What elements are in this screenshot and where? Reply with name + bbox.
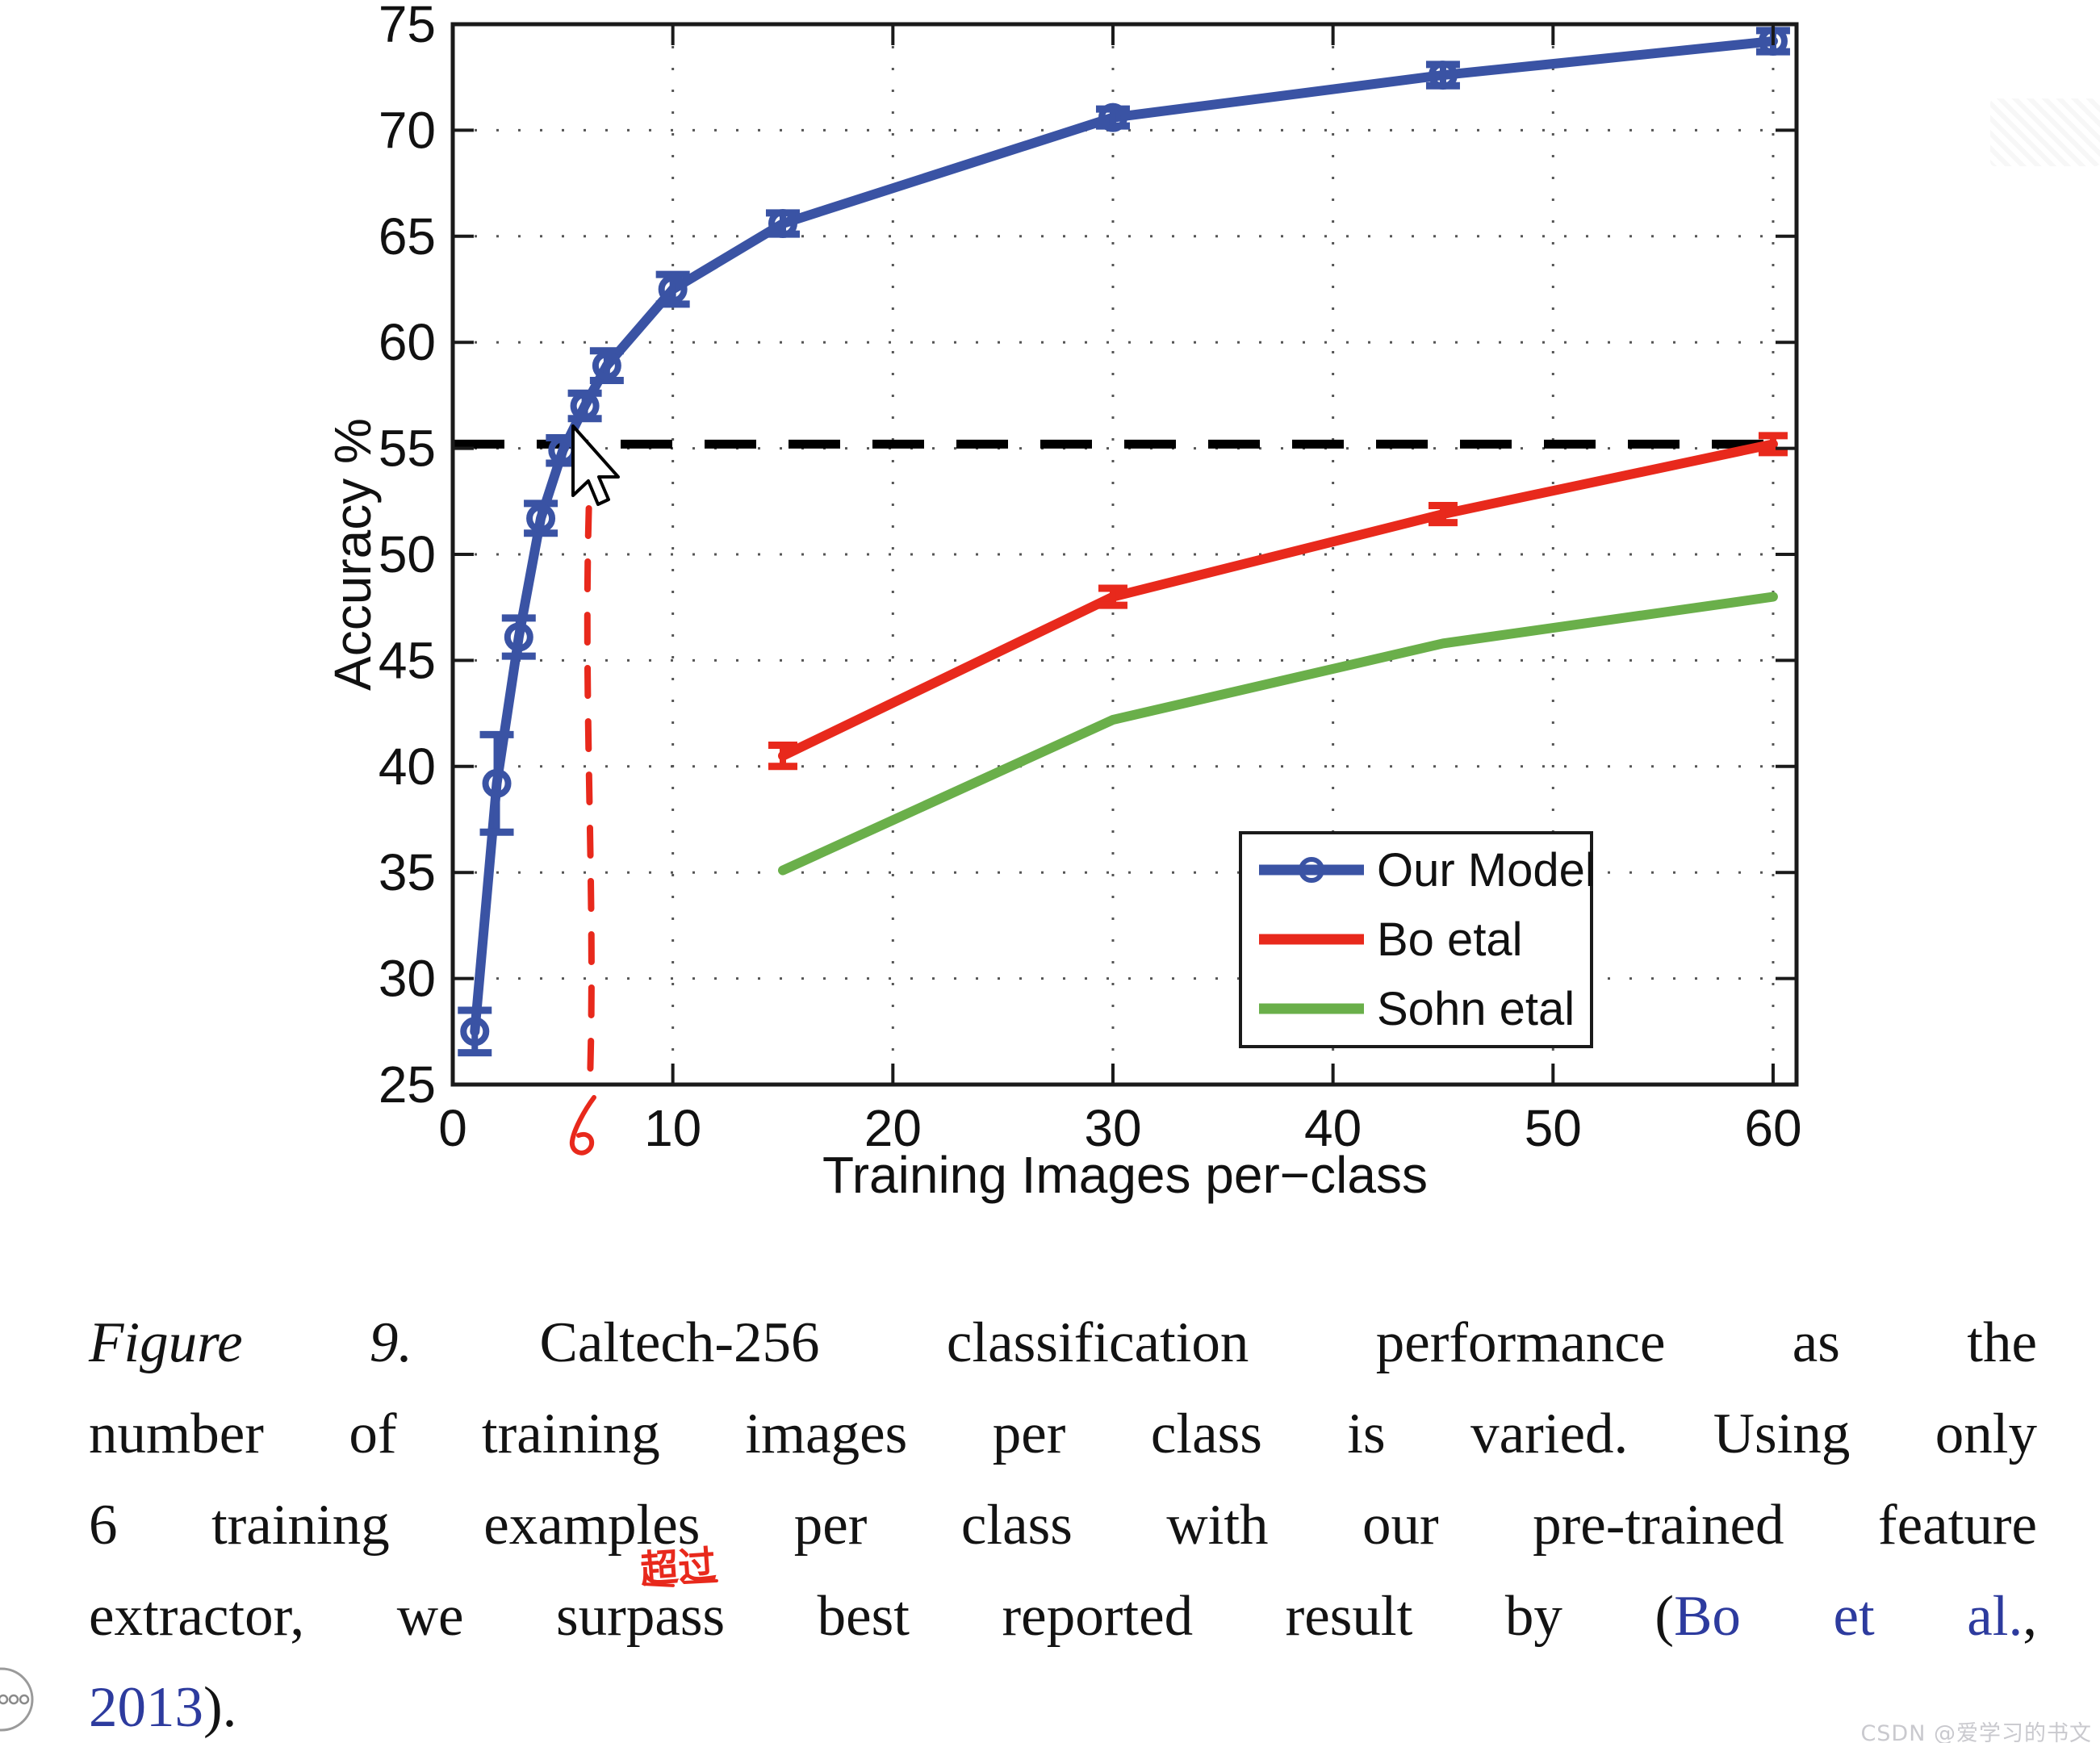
data-point-marker bbox=[570, 391, 600, 421]
data-point-marker bbox=[768, 209, 797, 239]
caption-line: number of training images per class is v… bbox=[89, 1389, 2037, 1480]
data-point-marker bbox=[1428, 61, 1458, 90]
player-dots-icon bbox=[0, 1694, 30, 1705]
legend-label: Sohn etal bbox=[1377, 983, 1575, 1035]
player-button[interactable] bbox=[0, 1664, 73, 1741]
caption-text: ). bbox=[203, 1676, 237, 1739]
legend-label: Bo etal bbox=[1377, 913, 1523, 966]
x-tick-label: 20 bbox=[864, 1099, 922, 1157]
legend-marker bbox=[1299, 857, 1324, 883]
y-tick-label: 65 bbox=[379, 207, 436, 265]
series-sohn-etal bbox=[777, 591, 1778, 876]
legend: Our Model Bo etal Sohn etal bbox=[1239, 831, 1596, 1048]
citation-link[interactable]: Bo et al. bbox=[1674, 1585, 2023, 1648]
plot-frame bbox=[450, 22, 1799, 1087]
citation-link[interactable]: 2013 bbox=[89, 1676, 203, 1739]
series-line bbox=[777, 591, 1778, 876]
y-tick-label: 45 bbox=[379, 631, 436, 689]
y-tick-label: 50 bbox=[379, 525, 436, 583]
caption-line: 2013). bbox=[89, 1662, 2037, 1743]
ghost-watermark bbox=[1990, 98, 2100, 166]
caption-text: number of training images per class is v… bbox=[89, 1402, 2037, 1465]
y-tick-label: 30 bbox=[379, 950, 436, 1008]
y-axis-label: Accuracy % bbox=[324, 418, 382, 691]
data-point-marker bbox=[504, 622, 533, 652]
caption-line: extractor, we surpass best reported resu… bbox=[89, 1571, 2037, 1662]
y-tick-label: 70 bbox=[379, 101, 436, 159]
data-point-marker bbox=[460, 1017, 490, 1047]
y-tick-label: 25 bbox=[379, 1055, 436, 1114]
caption-text: extractor, we surpass best reported resu… bbox=[89, 1585, 1675, 1648]
x-tick-label: 10 bbox=[644, 1099, 701, 1157]
data-point-marker bbox=[1098, 102, 1127, 132]
player-button-circle[interactable] bbox=[0, 1667, 34, 1732]
x-tick-label: 50 bbox=[1525, 1099, 1582, 1157]
csdn-watermark: CSDN @爱学习的书文 bbox=[1860, 1721, 2092, 1743]
hand-dashed-line bbox=[584, 505, 595, 1094]
x-tick-label: 60 bbox=[1744, 1099, 1801, 1157]
player-dot bbox=[0, 1694, 9, 1705]
caption-line: Figure 9. Caltech-256 classification per… bbox=[89, 1298, 2037, 1389]
series-line bbox=[470, 36, 1778, 1037]
data-point-marker bbox=[658, 274, 688, 304]
mouse-cursor bbox=[571, 424, 620, 506]
figure-caption: Figure 9. Caltech-256 classification per… bbox=[89, 1298, 2037, 1743]
data-point-marker bbox=[592, 351, 621, 381]
y-tick-label: 60 bbox=[379, 313, 436, 371]
y-tick-label: 55 bbox=[379, 420, 436, 478]
y-tick-label: 35 bbox=[379, 843, 436, 901]
caption-text: , bbox=[2023, 1585, 2037, 1648]
handwritten-6-label bbox=[569, 1095, 596, 1156]
data-point-marker bbox=[482, 768, 512, 798]
x-axis-label: Training Images per−class bbox=[822, 1146, 1428, 1204]
series-line bbox=[777, 439, 1778, 761]
legend-label: Our Model bbox=[1377, 844, 1596, 897]
caption-text: Caltech-256 classification performance a… bbox=[412, 1311, 2037, 1374]
y-tick-label: 40 bbox=[379, 738, 436, 796]
x-tick-label: 0 bbox=[438, 1099, 467, 1157]
x-tick-label: 40 bbox=[1304, 1099, 1362, 1157]
player-dot bbox=[8, 1694, 19, 1705]
y-tick-label: 75 bbox=[379, 0, 436, 53]
data-point-marker bbox=[526, 504, 556, 533]
x-tick-label: 30 bbox=[1084, 1099, 1141, 1157]
figure-label: Figure 9. bbox=[89, 1311, 413, 1374]
player-dot bbox=[19, 1694, 30, 1705]
caption-line: 6 training examples per class with our p… bbox=[89, 1480, 2037, 1571]
caption-text: 6 training examples per class with our p… bbox=[89, 1494, 2037, 1557]
series-bo-etal bbox=[768, 432, 1788, 771]
